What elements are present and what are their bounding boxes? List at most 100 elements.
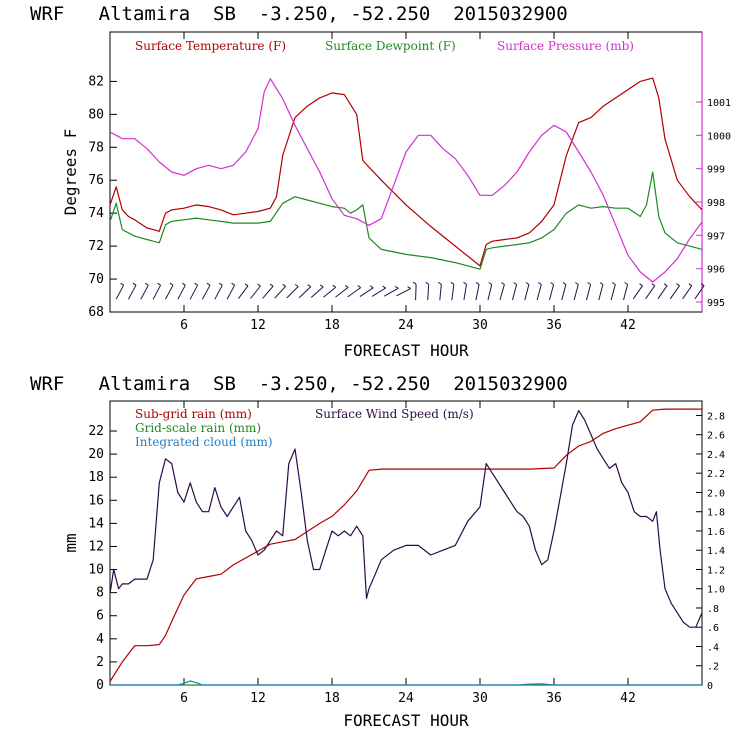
wind-barb [310,286,324,298]
wind-barb [475,284,480,301]
x-tick-label-30: 30 [472,691,488,706]
wind-barb-flag [562,282,567,285]
x-tick-label-42: 42 [620,691,636,706]
y2-tick-label-1.4: 1.4 [707,546,725,557]
legend-surface-wind-speed: Surface Wind Speed (m/s) [315,407,474,421]
wind-barb-flag [438,281,442,285]
panel-1-xlabel: FORECAST HOUR [343,341,469,360]
y-tick-label-4: 4 [96,632,104,647]
wind-barb [512,284,518,301]
wind-barb-flag [182,282,186,286]
wind-barb-flag [639,283,643,287]
wind-barb [262,285,274,299]
wind-barb [669,285,680,300]
wind-barb [499,284,505,301]
wind-barb-flag [450,281,455,285]
wind-barb [536,284,542,301]
legend-integrated-cloud: Integrated cloud (mm) [135,435,273,449]
wind-barb-flag [394,285,399,289]
wind-barb [657,285,668,300]
wind-barb-flag [132,282,137,286]
y2-tick-label-0: 0 [707,681,713,692]
wind-barb-flag [194,282,198,286]
y-tick-label-10: 10 [88,563,104,578]
y-tick-label-72: 72 [88,239,104,254]
y2-tick-label-2.0: 2.0 [707,488,725,499]
x-tick-label-24: 24 [398,691,414,706]
wind-barb-flag [525,282,530,285]
wind-barb [549,284,555,301]
y2-tick-label-1.8: 1.8 [707,508,725,519]
wind-barb [201,284,211,300]
y-tick-label-70: 70 [88,272,104,287]
wind-barb [383,287,399,297]
wind-barb [573,284,579,301]
wind-barb [177,284,186,300]
wind-barb-flag [206,282,211,286]
wind-barb-flag [587,282,591,285]
wind-barb-flag [425,281,429,285]
y-tick-label-6: 6 [96,609,104,624]
y2-tick-label-2.4: 2.4 [707,450,725,461]
y-tick-label-80: 80 [88,107,104,122]
y-tick-label-68: 68 [88,305,104,320]
x-tick-label-18: 18 [324,691,340,706]
y-tick-label-82: 82 [88,74,104,89]
wind-barb [623,284,629,301]
panel-1-frame [109,31,703,313]
wind-barb-flag [663,283,668,287]
wind-barb [237,285,249,299]
wind-barb [298,286,312,299]
x-tick-label-12: 12 [250,691,266,706]
wind-barb [347,287,361,298]
wind-barb [487,284,493,301]
wind-barb [371,287,386,297]
wind-barb-flag [612,282,616,285]
wind-barb-flag [120,282,124,286]
wind-barb [359,287,374,298]
wind-barb [645,285,656,300]
wind-barb-flag [463,281,467,285]
wind-barb-flag [307,284,311,288]
wind-barb-flag [319,284,324,288]
y2-tick-label-.2: .2 [707,662,719,673]
x-tick-label-36: 36 [546,318,562,333]
panel-1: WRF Altamira SB -3.250, -52.250 20150329… [30,3,731,360]
y-tick-label-20: 20 [88,447,104,462]
panel-1-title: WRF Altamira SB -3.250, -52.250 20150329… [30,3,568,25]
wind-barb-flag [599,282,604,285]
wind-barb-flag [157,282,161,286]
y2-tick-label-999: 999 [707,165,725,176]
wind-barb-flag [332,284,336,288]
y2-tick-label-.8: .8 [707,604,719,615]
wind-barb-flag [688,283,693,287]
y2-tick-label-997: 997 [707,231,725,242]
y-tick-label-0: 0 [96,678,104,693]
wind-barb [140,284,149,300]
wind-barb-flag [219,282,223,286]
wind-barb-flag [412,281,417,285]
y-tick-label-14: 14 [88,516,104,531]
panel-2-xlabel: FORECAST HOUR [343,711,469,730]
y-tick-label-16: 16 [88,493,104,508]
wind-barb [250,285,261,299]
wind-barb [214,284,223,300]
wind-barb-flag [244,283,249,287]
wind-barb [115,284,125,300]
wind-barb [286,286,299,299]
wind-barb [694,285,705,300]
legend-surface-pressure: Surface Pressure (mb) [497,39,634,53]
y-tick-label-8: 8 [96,586,104,601]
x-tick-label-12: 12 [250,318,266,333]
wind-barb-flag [269,283,274,287]
y2-tick-label-.4: .4 [707,642,719,653]
series-line-surface-wind-speed [109,410,703,628]
wind-barb [586,284,592,301]
wind-barb [415,284,417,301]
y-tick-label-74: 74 [88,206,104,221]
wind-barb-flag [357,285,361,289]
x-tick-label-36: 36 [546,691,562,706]
panel-2-ylabel: mm [61,533,80,552]
y2-tick-label-1.2: 1.2 [707,565,725,576]
